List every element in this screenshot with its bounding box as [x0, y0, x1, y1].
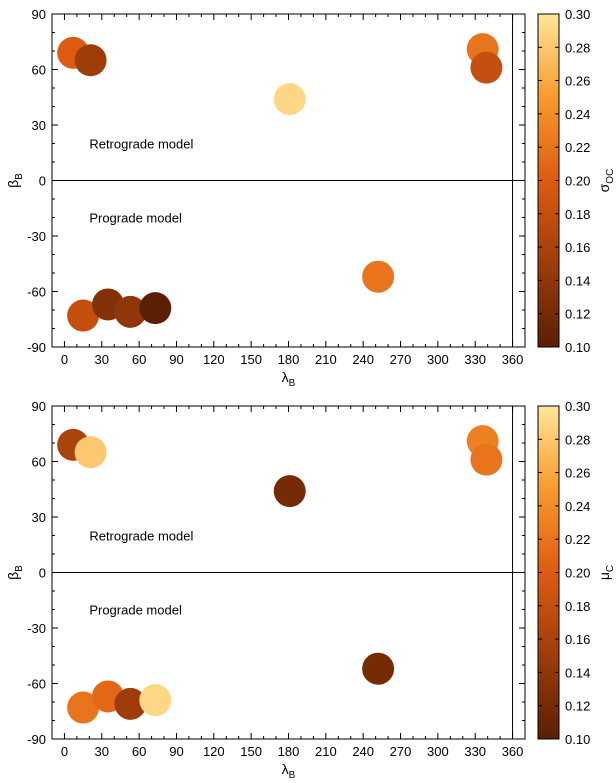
y-tick-label: 60 [32, 455, 46, 470]
x-tick-label: 120 [203, 744, 225, 759]
y-tick-label: -60 [27, 285, 46, 300]
chart-panel-2: Retrograde model Prograde model 0 30 60 90 120… [5, 399, 616, 781]
colorbar-tick-label: 0.30 [565, 399, 590, 414]
annotation-prograde: Prograde model [89, 603, 182, 618]
colorbar-tick-label: 0.12 [565, 699, 590, 714]
data-point-3 [273, 475, 306, 508]
y-tick-label: 0 [39, 566, 46, 581]
colorbar-tick-label: 0.22 [565, 532, 590, 547]
y-tick-label: -90 [27, 732, 46, 747]
y-tick-label: 30 [32, 510, 46, 525]
y-tick-label: -90 [27, 340, 46, 355]
x-tick-label: 360 [502, 352, 524, 367]
colorbar-tick-label: 0.26 [565, 74, 590, 89]
colorbar-tick-label: 0.10 [565, 340, 590, 355]
x-tick-label: 60 [132, 744, 146, 759]
x-tick-label: 150 [240, 744, 262, 759]
data-point-9 [114, 687, 147, 720]
colorbar-tick-label: 0.16 [565, 632, 590, 647]
x-tick-label: 90 [169, 744, 183, 759]
colorbar-tick-label: 0.24 [565, 499, 590, 514]
annotation-retrograde: Retrograde model [89, 137, 193, 152]
x-tick-label: 270 [390, 352, 412, 367]
data-point-3 [273, 83, 306, 116]
x-tick-label: 330 [464, 744, 486, 759]
x-tick-label: 0 [61, 744, 68, 759]
colorbar-tick-label: 0.10 [565, 732, 590, 747]
x-tick-label: 300 [427, 744, 449, 759]
x-tick-label: 180 [278, 744, 300, 759]
data-point-5 [470, 51, 503, 84]
colorbar-tick-label: 0.30 [565, 7, 590, 22]
data-point-6 [362, 260, 395, 293]
data-point-10 [139, 684, 172, 717]
x-tick-label: 0 [61, 352, 68, 367]
x-tick-label: 240 [352, 352, 374, 367]
colorbar-tick-label: 0.16 [565, 240, 590, 255]
x-axis-label: λB [282, 369, 296, 389]
data-point-6 [362, 652, 395, 685]
x-tick-label: 210 [315, 744, 337, 759]
x-tick-label: 210 [315, 352, 337, 367]
colorbar-tick-label: 0.12 [565, 307, 590, 322]
colorbar-tick-label: 0.24 [565, 107, 590, 122]
data-point-2 [74, 44, 107, 77]
x-tick-label: 120 [203, 352, 225, 367]
x-tick-label: 240 [352, 744, 374, 759]
x-tick-label: 360 [502, 744, 524, 759]
data-point-7 [67, 299, 100, 332]
colorbar-tick-label: 0.28 [565, 40, 590, 55]
colorbar-tick-label: 0.20 [565, 566, 590, 581]
y-axis-label: βB [5, 173, 25, 188]
y-tick-label: 90 [32, 399, 46, 414]
x-tick-label: 330 [464, 352, 486, 367]
y-tick-label: -60 [27, 677, 46, 692]
colorbar-tick-label: 0.22 [565, 140, 590, 155]
colorbar-tick-label: 0.28 [565, 432, 590, 447]
y-tick-label: 60 [32, 63, 46, 78]
x-tick-label: 30 [95, 744, 109, 759]
colorbar-tick-label: 0.18 [565, 207, 590, 222]
y-tick-label: -30 [27, 621, 46, 636]
x-tick-label: 30 [95, 352, 109, 367]
x-tick-label: 60 [132, 352, 146, 367]
data-point-10 [139, 292, 172, 325]
colorbar-tick-label: 0.14 [565, 665, 590, 680]
colorbar-tick-label: 0.14 [565, 273, 590, 288]
y-tick-label: 90 [32, 7, 46, 22]
colorbar-tick-label: 0.20 [565, 174, 590, 189]
data-point-5 [470, 443, 503, 476]
colorbar-tick-label: 0.26 [565, 466, 590, 481]
y-tick-label: -30 [27, 229, 46, 244]
chart-panel-1: Retrograde model Prograde model 0 30 60 90 120… [5, 7, 616, 389]
x-tick-label: 300 [427, 352, 449, 367]
x-tick-label: 180 [278, 352, 300, 367]
x-tick-label: 270 [390, 744, 412, 759]
colorbar-tick-label: 0.18 [565, 599, 590, 614]
y-tick-label: 30 [32, 118, 46, 133]
y-axis-label: βB [5, 565, 25, 580]
y-tick-label: 0 [39, 174, 46, 189]
colorbar-label: μC [596, 565, 616, 580]
data-point-7 [67, 691, 100, 724]
colorbar-label: σOC [596, 169, 616, 193]
x-tick-label: 150 [240, 352, 262, 367]
x-tick-label: 90 [169, 352, 183, 367]
data-point-9 [114, 295, 147, 328]
annotation-prograde: Prograde model [89, 211, 182, 226]
x-axis-label: λB [282, 761, 296, 781]
annotation-retrograde: Retrograde model [89, 529, 193, 544]
data-point-2 [74, 436, 107, 469]
